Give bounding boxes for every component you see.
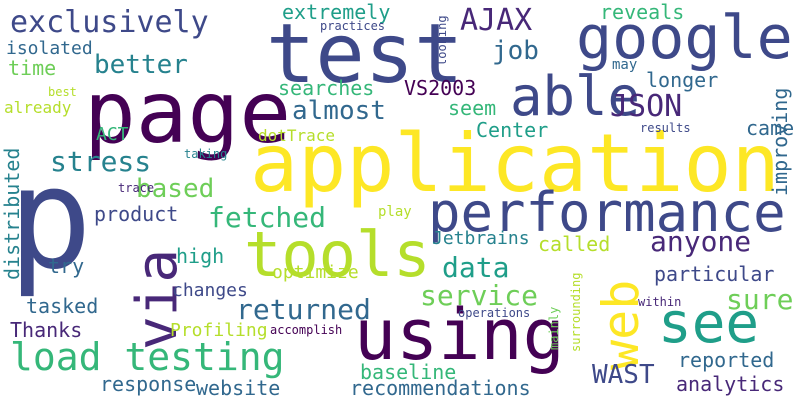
word-sure: sure — [726, 283, 794, 316]
word-results: results — [640, 121, 691, 135]
word-reported: reported — [678, 348, 775, 372]
word-using: using — [354, 294, 565, 376]
word-fetched: fetched — [208, 201, 327, 234]
word-baseline: baseline — [360, 360, 457, 384]
word-improving: improving — [768, 87, 792, 196]
word-jetbrains: Jetbrains — [432, 228, 530, 249]
word-extremely: extremely — [282, 0, 391, 24]
word-exclusively: exclusively — [10, 5, 209, 40]
word-distributed: distributed — [0, 147, 24, 280]
word-anyone: anyone — [650, 225, 752, 258]
word-performance: performance — [428, 181, 786, 244]
word-ajax: AJAX — [460, 3, 533, 38]
word-accomplish: accomplish — [270, 323, 343, 337]
word-dottrace: dotTrace — [258, 126, 336, 145]
word-response: response — [100, 372, 197, 396]
word-able: able — [510, 65, 641, 128]
word-surrounding: surrounding — [569, 272, 583, 352]
word-analytics: analytics — [676, 372, 785, 396]
word-wast: WAST — [592, 360, 655, 390]
word-act: ACT — [96, 124, 129, 145]
word-google: google — [576, 3, 793, 73]
word-taking: taking — [184, 147, 228, 161]
word-reveals: reveals — [600, 0, 685, 24]
word-high: high — [176, 244, 225, 268]
word-searches: searches — [278, 76, 375, 100]
word-web: web — [592, 279, 650, 370]
word-looking: looking — [435, 15, 449, 66]
word-changes: changes — [172, 280, 248, 301]
word-data: data — [442, 251, 510, 284]
word-see: see — [658, 291, 760, 356]
word-service: service — [420, 279, 539, 312]
word-based: based — [136, 174, 215, 204]
word-seem: seem — [448, 96, 497, 120]
word-longer: longer — [646, 68, 719, 92]
word-center: Center — [476, 118, 549, 142]
word-called: called — [538, 232, 611, 256]
word-recommendations: recommendations — [350, 376, 531, 400]
word-came: came — [746, 116, 795, 140]
word-test: test — [266, 7, 464, 102]
word-mainly: mainly — [547, 306, 561, 350]
word-trace: trace — [118, 181, 155, 195]
word-already: already — [4, 98, 72, 117]
word-profiling: Profiling — [170, 320, 268, 341]
word-best: best — [48, 85, 77, 99]
word-optimize: optimize — [272, 262, 359, 283]
word-try: try — [48, 254, 85, 278]
word-isolated: isolated — [6, 38, 93, 59]
word-vs2003: VS2003 — [404, 76, 477, 100]
word-tasked: tasked — [26, 294, 99, 318]
word-stress: stress — [50, 145, 152, 178]
word-tools: tools — [244, 218, 431, 291]
word-thanks: Thanks — [10, 318, 83, 342]
word-play: play — [378, 204, 412, 220]
word-application: application — [250, 117, 780, 210]
word-operations: operations — [458, 306, 531, 320]
word-particular: particular — [654, 262, 775, 286]
word-job: job — [492, 36, 539, 66]
word-page: page — [84, 63, 292, 163]
word-almost: almost — [292, 96, 386, 126]
word-website: website — [196, 376, 281, 400]
word-practices: practices — [320, 19, 386, 33]
word-may: may — [612, 57, 638, 73]
word-p: p — [8, 138, 93, 301]
word-product: product — [94, 202, 179, 226]
word-load-testing: load testing — [10, 335, 285, 379]
word-returned: returned — [236, 293, 371, 326]
word-time: time — [8, 56, 57, 80]
word-within: within — [638, 295, 682, 309]
word-json: JSON — [610, 89, 683, 124]
word-better: better — [94, 50, 188, 80]
